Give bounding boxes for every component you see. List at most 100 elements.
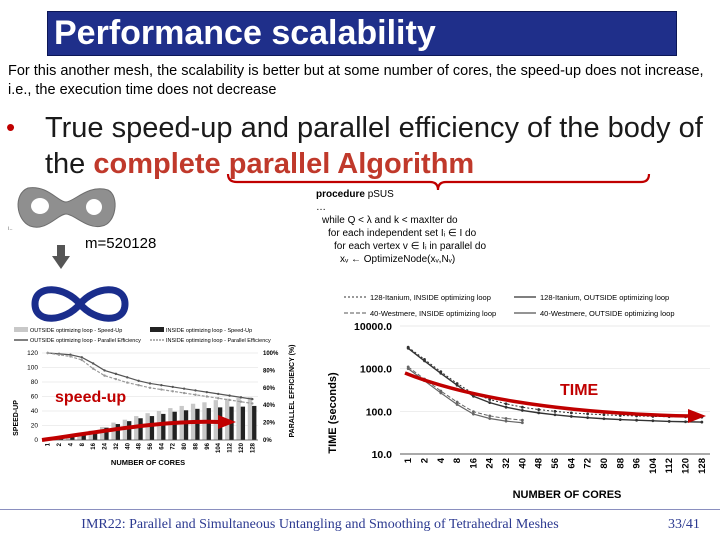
speedup-chart: OUTSIDE optimizing loop - Speed-Up INSID… (10, 323, 300, 468)
time-point (488, 414, 492, 418)
speedup-bar (104, 427, 109, 440)
time-series-line (407, 366, 523, 421)
x-tick-label: 48 (534, 458, 545, 469)
time-chart-bg (322, 288, 718, 503)
x-tick-label: 40 (517, 458, 528, 469)
x-tick-label: 1 (403, 457, 414, 463)
efficiency-point (137, 383, 140, 387)
y-tick-label: 10000.0 (354, 321, 392, 333)
speedup-bar (252, 405, 257, 440)
y2-tick-label: 0% (263, 438, 272, 444)
time-point (586, 416, 590, 420)
x-tick-label: 88 (193, 442, 199, 449)
x-tick-label: 104 (648, 457, 659, 474)
efficiency-point (217, 392, 220, 396)
y-tick-label: 0 (34, 437, 38, 444)
y2-tick-label: 40% (263, 403, 276, 409)
time-point (423, 359, 426, 363)
footer-divider (0, 509, 720, 510)
efficiency-point (182, 391, 186, 395)
y2-tick-label: 60% (263, 386, 276, 392)
intro-text: For this another mesh, the scalability i… (8, 63, 704, 98)
efficiency-point (239, 400, 243, 403)
speedup-bar (240, 406, 246, 440)
svg-text:ι..: ι.. (8, 226, 13, 232)
time-point (520, 405, 524, 409)
legend-entry: 40-Westmere, INSIDE optimizing loop (370, 309, 496, 318)
procedure-for-vertex-line: for each vertex v ∈ Iᵢ in parallel do (334, 241, 487, 252)
time-point (569, 415, 573, 418)
time-point (553, 413, 557, 417)
speedup-bar (81, 434, 86, 440)
time-annotation: TIME (560, 382, 599, 399)
efficiency-point (205, 395, 209, 398)
y2-tick-label: 100% (263, 351, 279, 357)
x-tick-label: 72 (171, 442, 177, 449)
efficiency-point (46, 351, 49, 355)
speedup-bar (70, 437, 75, 440)
efficiency-point (80, 356, 83, 359)
legend-entry: 128-Itanium, INSIDE optimizing loop (370, 293, 491, 302)
x-tick-label: 2 (419, 458, 430, 463)
bullet-highlight: complete parallel Algorithm (93, 148, 475, 180)
efficiency-point (194, 389, 197, 392)
efficiency-point (171, 385, 174, 389)
time-point (455, 403, 459, 406)
efficiency-point (126, 376, 129, 379)
y2-tick-label: 20% (263, 421, 276, 427)
time-point (635, 418, 638, 422)
procedure-keyword: procedure (316, 189, 365, 200)
y-tick-label: 40 (31, 408, 39, 415)
time-point (537, 408, 541, 411)
speedup-bar (247, 397, 253, 440)
time-point (504, 405, 508, 409)
time-point (406, 346, 410, 350)
efficiency-point (69, 353, 72, 356)
bullet-marker: • (6, 112, 16, 142)
procedure-for-set-line: for each independent set Iᵢ ∈ I do (328, 228, 477, 239)
time-point (504, 419, 508, 423)
x-tick-label: 56 (148, 442, 154, 449)
speedup-bar (88, 430, 93, 440)
legend-entry: INSIDE optimizing loop - Speed-Up (166, 328, 252, 334)
speedup-bar (195, 408, 200, 440)
y-tick-label: 100 (27, 365, 38, 372)
efficiency-point (148, 386, 152, 389)
efficiency-point (69, 355, 72, 358)
x-tick-label: 16 (91, 442, 97, 449)
legend-entry: OUTSIDE optimizing loop - Speed-Up (30, 328, 122, 334)
time-point (602, 417, 606, 421)
mesh-size-label: m=520128 (85, 235, 157, 252)
time-point (488, 401, 492, 405)
procedure-block: procedure pSUS … while Q < λ and k < max… (314, 188, 514, 266)
efficiency-point (251, 402, 254, 405)
speedup-bar (149, 416, 155, 440)
time-point (472, 412, 475, 416)
x-tick-label: 4 (68, 442, 74, 446)
efficiency-point (160, 383, 163, 387)
speedup-bar (92, 431, 98, 440)
time-point (700, 420, 704, 424)
x-tick-label: 112 (664, 458, 675, 473)
efficiency-point (80, 358, 83, 362)
x-tick-label: 128 (250, 442, 256, 453)
efficiency-point (137, 379, 140, 383)
mesh-image-bottom (31, 286, 129, 322)
procedure-name: pSUS (367, 189, 394, 200)
x-tick-label: 120 (239, 442, 245, 453)
time-point (602, 413, 606, 417)
legend-entry: OUTSIDE optimizing loop - Parallel Effic… (30, 338, 141, 344)
mesh-image-top: ι.. (8, 187, 116, 232)
y-tick-label: 100.0 (366, 406, 392, 418)
speedup-bar (161, 413, 166, 440)
speedup-bar (77, 434, 82, 440)
time-point (569, 411, 573, 415)
speedup-bar (99, 426, 105, 440)
time-point (520, 409, 524, 412)
x-tick-label: 2 (57, 442, 63, 446)
time-chart: 128-Itanium, INSIDE optimizing loop 128-… (322, 288, 718, 503)
time-point (472, 410, 475, 414)
speedup-bar (183, 410, 189, 440)
x-tick-label: 40 (125, 442, 131, 449)
efficiency-point (114, 377, 118, 381)
